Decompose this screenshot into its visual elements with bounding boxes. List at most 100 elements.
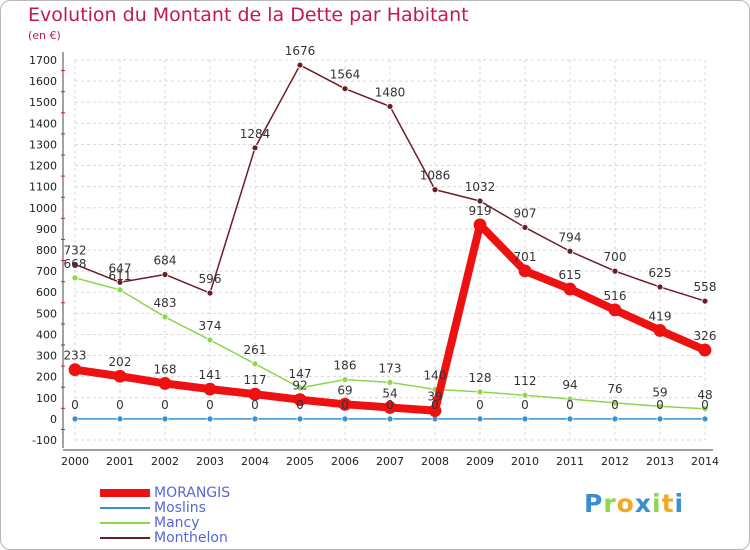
- data-label-mancy: 48: [697, 388, 712, 402]
- y-tick-label: 1400: [29, 117, 57, 130]
- legend-label-mancy: Mancy: [154, 515, 200, 531]
- logo-letter: i: [674, 489, 685, 518]
- data-point-montbelon: [206, 289, 214, 297]
- data-label-morangis: 919: [469, 204, 492, 218]
- y-tick-label: 600: [36, 286, 57, 299]
- logo-letter: P: [584, 489, 604, 518]
- data-point-moslins: [341, 415, 349, 423]
- y-tick-label: 200: [36, 371, 57, 384]
- data-label-montbelon: 732: [64, 243, 87, 257]
- data-point-montbelon: [341, 85, 349, 93]
- data-point-mancy: [71, 274, 79, 282]
- data-point-moslins: [521, 415, 529, 423]
- x-tick-label: 2005: [286, 455, 314, 468]
- data-point-morangis: [563, 282, 577, 296]
- axes: -100010020030040050060070080090010001100…: [29, 52, 719, 468]
- x-tick-label: 2003: [196, 455, 224, 468]
- legend-label-moslins: Moslins: [154, 500, 206, 516]
- data-label-mancy: 128: [469, 371, 492, 385]
- data-point-montbelon: [296, 61, 304, 69]
- data-label-moslins: 0: [566, 398, 574, 412]
- y-tick-label: 300: [36, 350, 57, 363]
- data-point-montbelon: [386, 103, 394, 110]
- data-point-mancy: [161, 313, 169, 321]
- y-tick-label: 1500: [29, 96, 57, 109]
- data-label-montbelon: 794: [559, 230, 582, 244]
- data-point-morangis: [428, 404, 442, 418]
- data-point-moslins: [251, 415, 259, 423]
- grid: [74, 59, 706, 441]
- data-point-montbelon: [656, 283, 664, 291]
- data-label-morangis: 233: [64, 349, 87, 363]
- x-tick-label: 2010: [511, 455, 539, 468]
- data-label-mancy: 94: [562, 378, 577, 392]
- data-label-mancy: 261: [244, 343, 267, 357]
- data-point-morangis: [293, 393, 307, 407]
- y-tick-label: 100: [36, 392, 57, 405]
- data-point-morangis: [248, 387, 262, 401]
- data-point-moslins: [386, 415, 394, 423]
- x-tick-label: 2009: [466, 455, 494, 468]
- data-point-montbelon: [116, 278, 124, 286]
- data-label-morangis: 117: [244, 373, 267, 387]
- series-lines: [68, 61, 712, 423]
- data-label-mancy: 173: [379, 361, 402, 375]
- data-label-moslins: 0: [296, 398, 304, 412]
- data-label-montbelon: 1284: [240, 127, 271, 141]
- y-tick-label: 1100: [29, 181, 57, 194]
- y-tick-label: 800: [36, 244, 57, 257]
- data-label-morangis: 326: [694, 329, 717, 343]
- data-label-mancy: 668: [64, 257, 87, 271]
- legend-label-monthelon: Monthelon: [154, 530, 228, 546]
- data-point-moslins: [206, 415, 214, 423]
- data-label-morangis: 202: [109, 355, 132, 369]
- data-label-montbelon: 558: [694, 280, 717, 294]
- data-label-moslins: 0: [521, 398, 529, 412]
- data-label-morangis: 69: [337, 383, 352, 397]
- data-label-montbelon: 700: [604, 250, 627, 264]
- data-point-montbelon: [71, 260, 79, 268]
- x-tick-label: 2001: [106, 455, 134, 468]
- x-tick-label: 2007: [376, 455, 404, 468]
- x-tick-label: 2000: [61, 455, 89, 468]
- data-point-mancy: [251, 360, 259, 368]
- proxiti-logo: Proxiti: [584, 489, 684, 518]
- data-label-mancy: 483: [154, 296, 177, 310]
- data-point-morangis: [698, 343, 712, 357]
- data-point-morangis: [113, 369, 127, 383]
- y-tick-label: -100: [32, 434, 57, 447]
- y-tick-label: 1700: [29, 54, 57, 67]
- data-point-mancy: [206, 336, 214, 344]
- y-tick-label: 1600: [29, 75, 57, 88]
- data-point-moslins: [656, 415, 664, 423]
- x-tick-label: 2014: [691, 455, 719, 468]
- data-label-moslins: 0: [341, 398, 349, 412]
- data-label-moslins: 0: [656, 398, 664, 412]
- data-label-morangis: 419: [649, 309, 672, 323]
- data-label-montbelon: 907: [514, 206, 537, 220]
- data-label-mancy: 76: [607, 382, 622, 396]
- x-tick-label: 2011: [556, 455, 584, 468]
- data-label-montbelon: 1480: [375, 85, 406, 99]
- data-label-montbelon: 647: [109, 261, 132, 275]
- data-point-moslins: [296, 415, 304, 423]
- data-point-morangis: [518, 264, 532, 278]
- data-label-mancy: 59: [652, 385, 667, 399]
- data-point-montbelon: [566, 247, 574, 255]
- legend-swatches: [100, 489, 150, 539]
- logo-letter: i: [652, 489, 662, 518]
- x-tick-label: 2012: [601, 455, 629, 468]
- legend-label-morangis: MORANGIS: [154, 485, 231, 501]
- y-tick-label: 0: [50, 413, 57, 426]
- data-point-morangis: [383, 401, 397, 414]
- data-label-montbelon: 625: [649, 266, 672, 280]
- data-point-moslins: [566, 415, 574, 423]
- data-point-mancy: [611, 399, 619, 407]
- data-point-montbelon: [521, 224, 529, 231]
- x-tick-label: 2006: [331, 455, 359, 468]
- data-label-morangis: 168: [154, 362, 177, 376]
- logo-letter: t: [661, 489, 675, 518]
- y-tick-label: 1000: [29, 202, 57, 215]
- data-label-montbelon: 1086: [420, 169, 451, 183]
- data-label-moslins: 0: [161, 398, 169, 412]
